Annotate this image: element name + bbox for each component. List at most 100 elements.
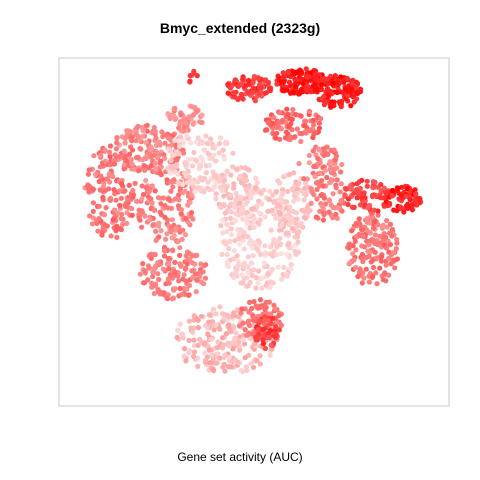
data-point <box>170 248 176 254</box>
data-point <box>285 214 291 220</box>
data-point <box>198 188 204 194</box>
data-point <box>172 196 178 202</box>
data-point <box>93 171 99 178</box>
data-point <box>114 140 120 146</box>
data-point <box>308 200 314 206</box>
data-point <box>285 111 291 117</box>
data-point <box>280 187 286 193</box>
data-point <box>245 264 251 270</box>
data-point <box>285 188 291 194</box>
data-point <box>370 194 376 200</box>
data-point <box>142 213 148 219</box>
data-point <box>254 358 260 364</box>
data-point <box>188 213 194 220</box>
data-point <box>318 116 324 122</box>
data-point <box>370 225 377 231</box>
data-point <box>193 289 199 295</box>
data-point <box>280 70 286 76</box>
data-point <box>371 219 377 225</box>
data-point <box>155 260 161 266</box>
data-point <box>366 253 372 259</box>
data-point <box>314 77 321 84</box>
data-point <box>386 255 392 262</box>
data-point <box>251 205 257 211</box>
data-point <box>176 181 182 187</box>
data-point <box>213 196 219 202</box>
data-point <box>377 265 383 271</box>
data-point <box>330 191 336 197</box>
data-point <box>171 233 177 239</box>
data-point <box>177 321 183 327</box>
data-point <box>384 190 390 196</box>
data-point <box>214 360 220 366</box>
data-point <box>173 115 179 122</box>
data-point <box>90 208 96 214</box>
data-point <box>326 198 332 204</box>
data-point <box>231 275 237 281</box>
data-point <box>222 368 228 374</box>
data-point <box>149 284 155 290</box>
data-point <box>285 230 291 236</box>
data-point <box>153 228 159 234</box>
data-point <box>143 139 149 146</box>
data-point <box>367 238 374 244</box>
data-point <box>348 193 354 199</box>
data-point <box>294 190 300 197</box>
data-point <box>268 342 274 348</box>
data-point <box>194 158 200 164</box>
data-point <box>211 327 217 333</box>
data-point <box>126 182 132 188</box>
data-point <box>383 245 389 251</box>
data-point <box>270 198 277 204</box>
data-point <box>257 217 263 223</box>
data-point <box>288 261 294 267</box>
data-point <box>337 189 343 195</box>
data-point <box>353 90 359 96</box>
data-point <box>389 193 395 199</box>
data-point <box>393 246 399 252</box>
data-point <box>184 261 190 267</box>
data-point <box>153 135 159 141</box>
data-point <box>338 198 344 204</box>
data-point <box>242 183 248 189</box>
data-point <box>241 260 248 266</box>
data-point <box>373 270 379 276</box>
data-point <box>187 78 193 84</box>
data-point <box>195 363 201 369</box>
data-point <box>409 207 416 213</box>
data-point <box>287 208 293 214</box>
data-point <box>228 226 234 232</box>
data-point <box>251 267 257 273</box>
data-point <box>113 228 119 234</box>
data-point <box>233 341 239 347</box>
data-point <box>192 189 198 195</box>
data-point <box>338 74 344 80</box>
data-point <box>274 81 280 87</box>
data-point <box>319 86 325 92</box>
data-point <box>203 170 209 176</box>
data-point <box>322 76 328 82</box>
data-point <box>248 237 254 244</box>
data-point <box>262 307 268 313</box>
data-point <box>221 239 227 245</box>
data-point <box>191 349 198 355</box>
data-point <box>364 183 370 189</box>
data-point <box>269 207 275 214</box>
data-point <box>150 273 156 280</box>
data-point <box>144 122 150 128</box>
data-point <box>379 254 385 260</box>
data-point <box>263 299 269 305</box>
data-point <box>357 86 364 92</box>
data-point <box>281 88 287 94</box>
data-point <box>313 214 319 220</box>
data-point <box>124 220 130 227</box>
data-point <box>186 337 192 343</box>
data-point <box>285 242 291 248</box>
data-point <box>288 266 294 272</box>
data-point <box>372 179 378 185</box>
data-point <box>298 113 304 119</box>
data-point <box>293 251 299 257</box>
data-point <box>287 136 293 143</box>
data-point <box>348 103 354 109</box>
data-point <box>227 354 233 360</box>
